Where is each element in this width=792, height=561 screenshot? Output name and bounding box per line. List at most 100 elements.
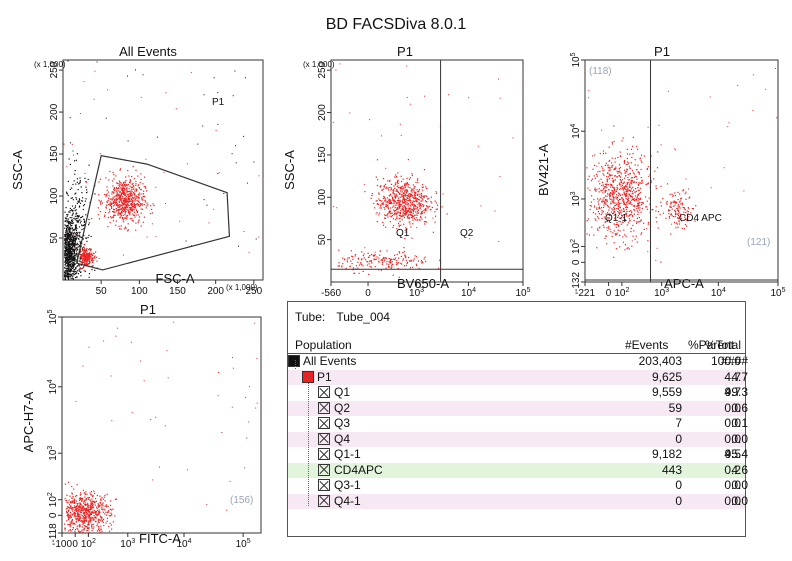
table-row[interactable]: Q4 0 0.0 0.0 xyxy=(288,431,748,448)
event-dot xyxy=(71,187,73,189)
table-row[interactable]: All Events 203,403 #### 100.0 xyxy=(288,354,748,370)
event-dot xyxy=(86,240,88,242)
event-dot xyxy=(67,249,69,251)
event-dot xyxy=(111,509,113,511)
event-dot xyxy=(417,181,419,183)
event-dot xyxy=(104,505,106,507)
hidden-population-icon[interactable] xyxy=(318,386,330,398)
event-dot xyxy=(73,257,75,260)
event-dot xyxy=(156,136,158,138)
event-dot xyxy=(92,260,94,262)
event-dot xyxy=(621,197,624,199)
event-dot xyxy=(125,196,128,198)
event-dot xyxy=(127,209,129,212)
event-dot xyxy=(619,183,621,185)
table-row[interactable]: Q3-1 0 0.0 0.0 xyxy=(288,478,748,494)
event-dot xyxy=(75,508,77,510)
hidden-population-icon[interactable] xyxy=(318,417,330,429)
table-row[interactable]: Q2 59 0.6 0.0 xyxy=(288,400,748,416)
event-dot xyxy=(408,200,410,202)
event-dot xyxy=(72,497,74,499)
event-dot xyxy=(67,502,69,504)
event-dot xyxy=(72,249,75,251)
y-tick-group: 200 xyxy=(317,104,328,121)
table-row[interactable]: Q4-1 0 0.0 0.0 xyxy=(288,493,748,509)
event-dot xyxy=(140,173,142,175)
event-dot xyxy=(159,466,160,468)
event-dot xyxy=(84,507,86,509)
event-dot xyxy=(402,195,404,197)
event-dot xyxy=(67,516,69,518)
event-dot xyxy=(131,201,133,203)
event-dot xyxy=(620,156,622,158)
event-dot xyxy=(79,525,81,527)
table-row[interactable]: Q3 7 0.1 0.0 xyxy=(288,416,748,432)
event-dot xyxy=(71,252,73,254)
hidden-population-icon[interactable] xyxy=(318,479,330,491)
quadrant-gate[interactable] xyxy=(585,60,778,282)
event-dot xyxy=(101,202,103,204)
event-dot xyxy=(69,502,72,504)
event-dot xyxy=(499,176,501,178)
event-dot xyxy=(400,236,402,238)
event-dot xyxy=(132,185,134,187)
event-dot xyxy=(72,237,74,239)
event-dot xyxy=(606,180,608,182)
black-swatch-icon[interactable] xyxy=(288,355,300,367)
event-dot xyxy=(411,174,413,177)
event-dot xyxy=(376,159,379,161)
event-dot xyxy=(81,267,83,270)
event-dot xyxy=(69,236,71,238)
hidden-population-icon[interactable] xyxy=(318,432,330,445)
event-dot xyxy=(397,179,399,182)
hidden-population-icon[interactable] xyxy=(318,448,330,460)
event-dot xyxy=(84,493,87,496)
quadrant-label-q2: Q2 xyxy=(460,228,474,239)
event-dot xyxy=(623,200,625,202)
event-dot xyxy=(118,198,120,200)
event-dot xyxy=(376,256,378,258)
table-row[interactable]: Q1-1 9,182 95.4 4.5 xyxy=(288,447,748,463)
event-dot xyxy=(64,483,66,485)
event-dot xyxy=(78,269,80,271)
event-dot xyxy=(124,226,126,228)
event-dot xyxy=(388,202,390,204)
event-dot xyxy=(684,216,686,218)
event-dot xyxy=(620,202,622,205)
event-dot xyxy=(410,190,412,192)
gate-polygon-p1[interactable] xyxy=(75,155,231,271)
event-dot xyxy=(65,258,67,260)
event-dot xyxy=(141,198,143,200)
event-dot xyxy=(68,278,70,280)
event-dot xyxy=(108,525,110,527)
event-dot xyxy=(134,200,136,202)
event-dot xyxy=(69,260,71,263)
scatter-plot-apc-bv421[interactable]: P1 APC-A BV421-A (118) (121) -221 0 102 103… xyxy=(535,40,792,300)
scatter-plot-fsc-ssc[interactable]: All Events (x 1,000) (x 1,000) FSC-A SSC… xyxy=(0,40,275,300)
table-row[interactable]: CD4APC 443 4.6 0.2 xyxy=(288,462,748,478)
event-dot xyxy=(622,189,624,191)
scatter-plot-bv650-ssc[interactable]: P1 (x 1,000) BV650-A SSC-A -560 0 103 104 10… xyxy=(275,40,535,300)
event-dot xyxy=(80,261,82,263)
scatter-plot-fitc-apch7[interactable]: P1 FITC-A APC-H7-A (156) -100 0 102 103 104 1… xyxy=(0,300,275,550)
event-dot xyxy=(78,234,80,236)
hidden-population-icon[interactable] xyxy=(318,463,330,476)
hidden-population-icon[interactable] xyxy=(318,401,330,414)
event-dot xyxy=(77,254,79,256)
event-dot xyxy=(66,265,68,267)
quadrant-gate[interactable] xyxy=(331,60,523,282)
corner-count: (156) xyxy=(230,495,253,506)
event-dot xyxy=(381,200,383,202)
population-name-cell: Q4 xyxy=(318,432,350,448)
population-statistics-panel: Tube: Tube_004 Population #Events %Paren… xyxy=(287,301,748,537)
table-row[interactable]: P1 9,625 4.7 4.7 xyxy=(288,369,748,385)
event-dot xyxy=(602,170,604,172)
event-dot xyxy=(128,200,130,202)
event-dot xyxy=(67,273,69,275)
event-dot xyxy=(403,192,405,194)
event-dot xyxy=(370,266,372,268)
table-row[interactable]: Q1 9,559 99.3 4.7 xyxy=(288,385,748,401)
hidden-population-icon[interactable] xyxy=(318,494,330,507)
event-dot xyxy=(623,210,625,212)
event-dot xyxy=(90,491,92,493)
